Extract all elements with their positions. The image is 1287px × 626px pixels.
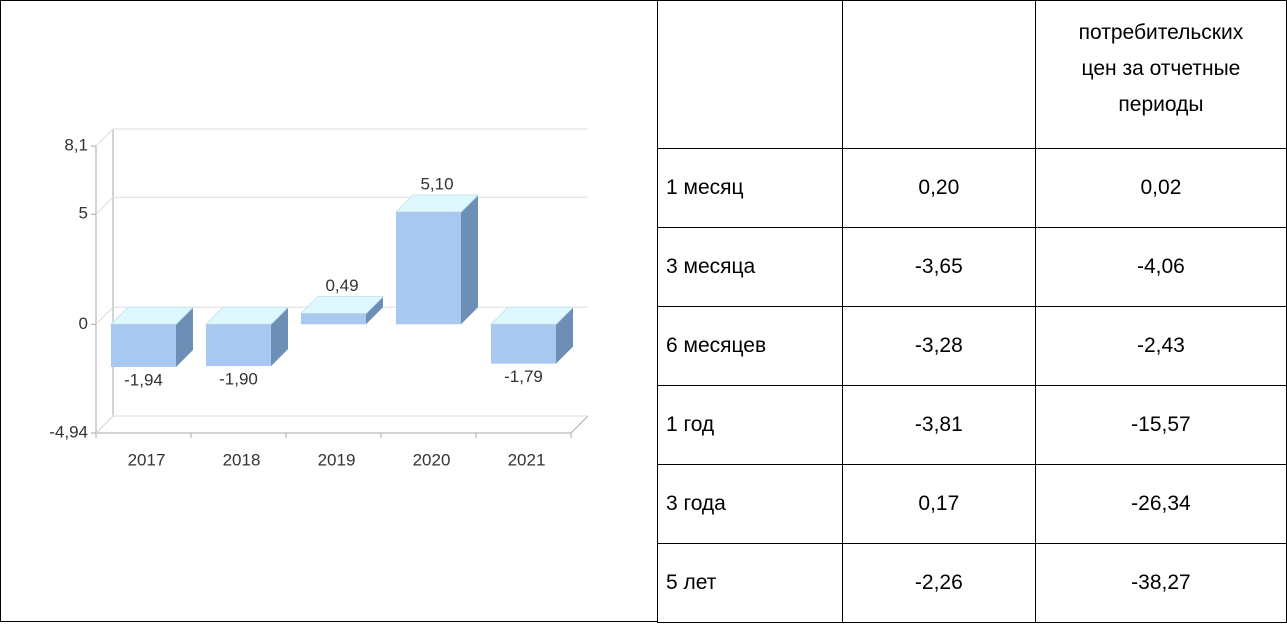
bar-front xyxy=(206,324,271,367)
table-cell: 1 месяц xyxy=(657,148,843,228)
table-cell: -3,28 xyxy=(841,306,1036,386)
header-line: цен за отчетные xyxy=(1081,57,1241,80)
table-cell: -38,27 xyxy=(1034,543,1287,623)
data-table: потребительских цен за отчетные периоды 1 м… xyxy=(657,0,1287,623)
x-tick-label: 2018 xyxy=(223,450,261,469)
x-tick-label: 2021 xyxy=(508,450,546,469)
bar xyxy=(109,306,195,367)
bar xyxy=(204,306,290,367)
value-label: -1,90 xyxy=(219,370,258,389)
table-row: 1 месяц 0,20 0,02 xyxy=(657,148,1287,228)
table-row: 3 месяца -3,65 -4,06 xyxy=(657,227,1287,307)
table-cell: -3,65 xyxy=(841,227,1036,307)
grid-line xyxy=(95,196,588,215)
bar xyxy=(299,295,385,325)
chart-panel: -4,94 0 5 8,1 2017 -1,94 2018 -1,90 2019 0,49 2020… xyxy=(0,0,657,622)
table-row: 3 года 0,17 -26,34 xyxy=(657,464,1287,544)
header-row: потребительских цен за отчетные периоды xyxy=(657,0,1287,149)
table-cell: 0,02 xyxy=(1034,148,1287,228)
floor-right xyxy=(570,415,589,434)
bar-side xyxy=(556,307,573,364)
x-tick-label: 2020 xyxy=(413,450,451,469)
table-body: потребительских цен за отчетные периоды 1 м… xyxy=(657,0,1287,623)
header-line: периоды xyxy=(1118,93,1204,116)
table-cell: 5 лет xyxy=(657,543,843,623)
table-row: 6 месяцев -3,28 -2,43 xyxy=(657,306,1287,386)
header-text: потребительских цен за отчетные периоды xyxy=(1036,15,1286,123)
bar xyxy=(489,306,575,364)
table-cell: -26,34 xyxy=(1034,464,1287,544)
back-wall xyxy=(95,129,114,434)
chart: -4,94 0 5 8,1 2017 -1,94 2018 -1,90 2019 0,49 2020… xyxy=(49,128,589,469)
table-cell: 0,17 xyxy=(841,464,1036,544)
bar-front xyxy=(491,324,556,364)
table-cell: -3,81 xyxy=(841,385,1036,465)
table-cell: -15,57 xyxy=(1034,385,1287,465)
table-cell: 3 года xyxy=(657,464,843,544)
table-cell: 0,20 xyxy=(841,148,1036,228)
bar-front xyxy=(301,313,366,325)
table-cell: 6 месяцев xyxy=(657,306,843,386)
y-tick-label: 8,1 xyxy=(64,135,88,154)
x-tick-label: 2017 xyxy=(128,450,166,469)
bar-front xyxy=(396,212,461,325)
bar-side xyxy=(176,307,193,367)
header-cell: потребительских цен за отчетные периоды xyxy=(1034,0,1287,149)
value-label: -1,79 xyxy=(504,367,543,386)
bar-side xyxy=(461,195,478,325)
table-row: 5 лет -2,26 -38,27 xyxy=(657,543,1287,623)
table-row: 1 год -3,81 -15,57 xyxy=(657,385,1287,465)
value-label: 5,10 xyxy=(420,175,453,194)
y-tick-label: 0 xyxy=(79,314,88,333)
table-cell: 3 месяца xyxy=(657,227,843,307)
table-cell: -2,26 xyxy=(841,543,1036,623)
y-tick-label: -4,94 xyxy=(49,422,88,441)
table-cell: -4,06 xyxy=(1034,227,1287,307)
bar xyxy=(394,194,480,325)
header-cell xyxy=(841,0,1036,149)
table-cell: -2,43 xyxy=(1034,306,1287,386)
header-cell xyxy=(657,0,843,149)
bar-side xyxy=(366,296,383,325)
x-tick-label: 2019 xyxy=(318,450,356,469)
grid-line xyxy=(95,415,588,434)
bar-front xyxy=(111,324,176,367)
y-tick-label: 5 xyxy=(79,204,88,223)
bar-side xyxy=(271,307,288,367)
value-label: 0,49 xyxy=(325,276,358,295)
header-line: потребительских xyxy=(1078,21,1244,44)
value-label: -1,94 xyxy=(124,370,163,389)
grid-line xyxy=(95,128,588,147)
table-cell: 1 год xyxy=(657,385,843,465)
